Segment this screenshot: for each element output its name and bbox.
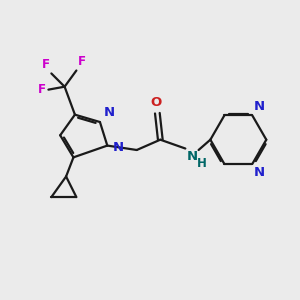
Text: N: N [254, 166, 265, 179]
Text: N: N [187, 150, 198, 163]
Text: N: N [112, 141, 124, 154]
Text: F: F [42, 58, 50, 71]
Text: N: N [103, 106, 115, 119]
Text: H: H [196, 157, 206, 170]
Text: O: O [150, 96, 161, 109]
Text: F: F [78, 55, 86, 68]
Text: F: F [38, 83, 46, 96]
Text: N: N [254, 100, 265, 113]
